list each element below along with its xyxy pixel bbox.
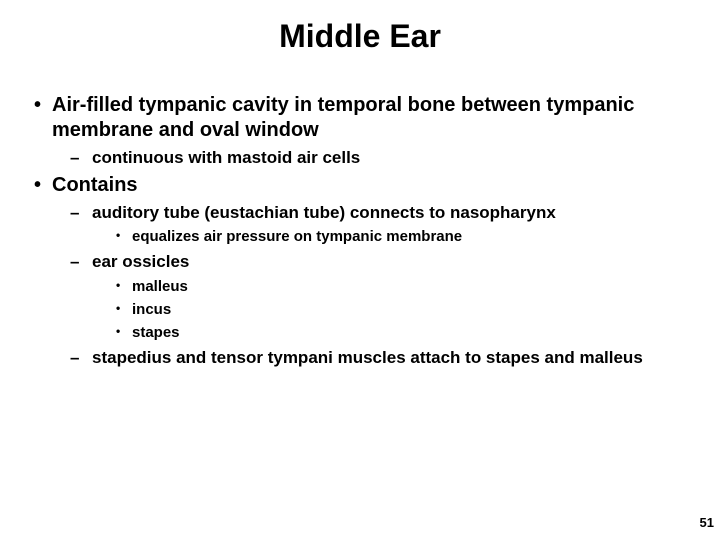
bullet-text: stapes [132,324,180,341]
bullet-lvl2: stapedius and tensor tympani muscles att… [52,347,690,369]
bullet-lvl3: stapes [92,323,690,343]
bullet-text: continuous with mastoid air cells [92,148,360,167]
bullet-text: auditory tube (eustachian tube) connects… [92,203,556,222]
bullet-text: Air-filled tympanic cavity in temporal b… [52,94,634,141]
page-number: 51 [700,515,714,530]
bullet-text: ear ossicles [92,252,189,271]
bullet-text: equalizes air pressure on tympanic membr… [132,228,462,245]
bullet-text: incus [132,301,171,318]
bullet-lvl2: ear ossicles malleus incus stapes [52,251,690,343]
bullet-lvl1: Contains auditory tube (eustachian tube)… [30,173,690,369]
bullet-lvl2: continuous with mastoid air cells [52,147,690,169]
bullet-list-lvl2: auditory tube (eustachian tube) connects… [52,202,690,369]
bullet-text: malleus [132,278,188,295]
bullet-list-lvl1: Air-filled tympanic cavity in temporal b… [30,93,690,369]
bullet-lvl3: malleus [92,277,690,297]
bullet-lvl3: equalizes air pressure on tympanic membr… [92,227,690,247]
bullet-lvl1: Air-filled tympanic cavity in temporal b… [30,93,690,169]
bullet-lvl2: auditory tube (eustachian tube) connects… [52,202,690,247]
slide-content: Air-filled tympanic cavity in temporal b… [30,93,690,369]
bullet-list-lvl3: equalizes air pressure on tympanic membr… [92,227,690,247]
slide: Middle Ear Air-filled tympanic cavity in… [0,0,720,540]
bullet-text: Contains [52,174,138,196]
bullet-list-lvl2: continuous with mastoid air cells [52,147,690,169]
bullet-list-lvl3: malleus incus stapes [92,277,690,344]
slide-title: Middle Ear [30,18,690,55]
bullet-text: stapedius and tensor tympani muscles att… [92,348,643,367]
bullet-lvl3: incus [92,300,690,320]
